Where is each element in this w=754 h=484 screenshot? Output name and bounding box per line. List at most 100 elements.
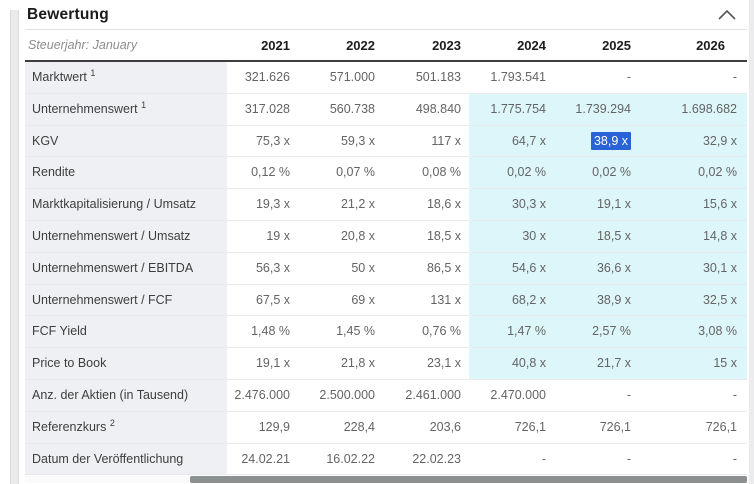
cell-2023: 18,6 x (383, 189, 469, 221)
cell-2026: 1.698.682 (639, 93, 747, 126)
cell-2025: 38,9 x (554, 125, 639, 158)
row-label: Marktwert 1 (25, 62, 227, 94)
table-row: Anz. der Aktien (in Tausend) 2.476.000 2.5… (25, 379, 747, 412)
cell-2022: 59,3 x (298, 126, 383, 158)
cell-2026: - (639, 62, 747, 94)
table-header-row: Steuerjahr: January 2021 2022 2023 2024 2025… (25, 30, 747, 62)
cell-2025: 2,57 % (554, 316, 639, 349)
cell-2021: 317.028 (227, 94, 298, 126)
panel-header: Bewertung (25, 0, 747, 30)
cell-2026: 30,1 x (639, 252, 747, 285)
cell-2022: 21,8 x (298, 348, 383, 380)
table-row: Rendite 0,12 % 0,07 % 0,08 % 0,02 % 0,02 % 0,0… (25, 157, 747, 190)
cell-2024: 1,47 % (469, 316, 554, 349)
row-label: Unternehmenswert / Umsatz (25, 220, 227, 253)
row-label: Price to Book (25, 348, 227, 380)
year-header-2022: 2022 (346, 37, 375, 53)
cell-2026: 32,9 x (639, 125, 747, 158)
cell-2024: 1.793.541 (469, 62, 554, 94)
page-scrollbar-gutter[interactable] (749, 0, 754, 484)
cell-2026: 14,8 x (639, 220, 747, 253)
year-header-2024: 2024 (517, 37, 546, 53)
cell-2025: - (554, 380, 639, 412)
collapse-button[interactable] (717, 9, 737, 21)
cell-2023: 23,1 x (383, 348, 469, 380)
cell-2025: 1.739.294 (554, 93, 639, 126)
table-row: Referenzkurs 2 129,9 228,4 203,6 726,1 726,1 7… (25, 411, 747, 444)
row-label: Anz. der Aktien (in Tausend) (25, 379, 227, 412)
row-label: KGV (25, 125, 227, 158)
cell-2021: 67,5 x (227, 285, 298, 317)
cell-2022: 16.02.22 (298, 444, 383, 476)
footnote-marker: 1 (90, 67, 96, 78)
cell-2025: 21,7 x (554, 348, 639, 380)
cell-2025: 18,5 x (554, 220, 639, 253)
cell-2022: 560.738 (298, 94, 383, 126)
cell-2023: 18,5 x (383, 221, 469, 253)
table-row: KGV 75,3 x 59,3 x 117 x 64,7 x 38,9 x 32,9 x (25, 125, 747, 158)
year-header-2025: 2025 (602, 37, 631, 53)
cell-2022: 0,07 % (298, 157, 383, 190)
cell-2024: 30,3 x (469, 189, 554, 221)
cell-2025: 38,9 x (554, 284, 639, 317)
table-row: Marktwert 1 321.626 571.000 501.183 1.793.54… (25, 62, 747, 94)
cell-2024: - (469, 444, 554, 476)
row-label: Unternehmenswert 1 (25, 93, 227, 126)
cell-2025: 0,02 % (554, 157, 639, 190)
cell-2025: 36,6 x (554, 252, 639, 285)
row-label: Referenzkurs 2 (25, 411, 227, 444)
cell-2021: 129,9 (227, 412, 298, 444)
fiscal-year-note: Steuerjahr: January (28, 38, 138, 52)
table-row: Unternehmenswert / Umsatz 19 x 20,8 x 18,5 … (25, 220, 747, 253)
horizontal-scrollbar-thumb[interactable] (190, 476, 747, 483)
table-body: Marktwert 1 321.626 571.000 501.183 1.793.54… (25, 62, 747, 476)
chevron-up-icon (718, 9, 736, 20)
selected-cell-text: 38,9 x (590, 131, 631, 150)
cell-2023: 117 x (383, 126, 469, 158)
left-panel-edge (10, 10, 19, 484)
row-label: Marktkapitalisierung / Umsatz (25, 189, 227, 221)
table-row: Price to Book 19,1 x 21,8 x 23,1 x 40,8 x 21,… (25, 348, 747, 380)
cell-2023: 0,76 % (383, 316, 469, 349)
cell-2021: 0,12 % (227, 157, 298, 190)
cell-2022: 571.000 (298, 62, 383, 94)
row-label: FCF Yield (25, 316, 227, 349)
cell-2023: 501.183 (383, 62, 469, 94)
year-header-2021: 2021 (261, 37, 290, 53)
cell-2023: 22.02.23 (383, 444, 469, 476)
cell-2021: 19 x (227, 221, 298, 253)
valuation-panel: Bewertung Steuerjahr: January 2021 2022 20… (25, 0, 747, 476)
cell-2024: 40,8 x (469, 348, 554, 380)
row-label: Unternehmenswert / FCF (25, 284, 227, 317)
cell-2024: 64,7 x (469, 125, 554, 158)
cell-2026: 0,02 % (639, 157, 747, 190)
table-row: Datum der Veröffentlichung 24.02.21 16.02.… (25, 443, 747, 476)
footnote-marker: 2 (109, 417, 115, 428)
row-label: Unternehmenswert / EBITDA (25, 252, 227, 285)
cell-2026: 15,6 x (639, 189, 747, 221)
cell-2026: - (639, 444, 747, 476)
cell-2024: 0,02 % (469, 157, 554, 190)
cell-2022: 228,4 (298, 412, 383, 444)
cell-2025: - (554, 444, 639, 476)
cell-2021: 75,3 x (227, 126, 298, 158)
cell-2026: 726,1 (639, 412, 747, 444)
cell-2024: 30 x (469, 220, 554, 253)
cell-2024: 54,6 x (469, 252, 554, 285)
cell-2021: 24.02.21 (227, 444, 298, 476)
cell-2026: 32,5 x (639, 284, 747, 317)
horizontal-scrollbar-track[interactable] (25, 476, 747, 483)
cell-2023: 0,08 % (383, 157, 469, 190)
cell-2022: 2.500.000 (298, 380, 383, 412)
cell-2026: 3,08 % (639, 316, 747, 349)
cell-2023: 203,6 (383, 412, 469, 444)
cell-2024: 726,1 (469, 412, 554, 444)
row-label: Datum der Veröffentlichung (25, 443, 227, 476)
table-row: Unternehmenswert / EBITDA 56,3 x 50 x 86,5 … (25, 252, 747, 285)
cell-2021: 1,48 % (227, 316, 298, 349)
table-row: Unternehmenswert / FCF 67,5 x 69 x 131 x 68,… (25, 284, 747, 317)
year-header-2026: 2026 (696, 37, 725, 53)
cell-2022: 20,8 x (298, 221, 383, 253)
cell-2021: 321.626 (227, 62, 298, 94)
cell-2023: 131 x (383, 285, 469, 317)
